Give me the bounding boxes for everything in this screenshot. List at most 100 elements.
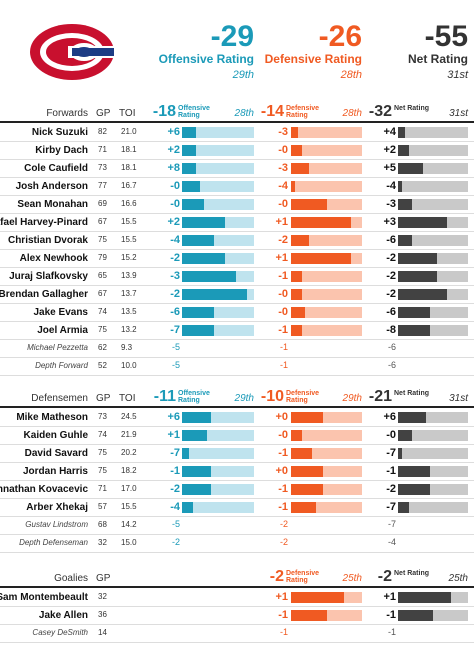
rating: -0 bbox=[278, 288, 288, 300]
bar-track bbox=[398, 199, 468, 210]
bar-track bbox=[291, 127, 362, 138]
player-name: Johnathan Kovacevic bbox=[0, 484, 88, 495]
player-name: Jake Allen bbox=[38, 610, 88, 621]
bar-fill bbox=[291, 466, 323, 477]
section-rating-label: Offensive Rating bbox=[178, 105, 210, 119]
gp: 67 bbox=[98, 217, 107, 226]
rating: -7 bbox=[170, 324, 180, 336]
rating: -4 bbox=[170, 234, 180, 246]
bar-fill bbox=[182, 145, 197, 156]
rating: -3 bbox=[386, 198, 396, 210]
gp: 74 bbox=[98, 307, 107, 316]
toi: 13.5 bbox=[121, 307, 137, 316]
bar-fill bbox=[182, 289, 247, 300]
row-rule bbox=[0, 338, 474, 340]
gp: 77 bbox=[98, 181, 107, 190]
player-name: David Savard bbox=[24, 448, 88, 459]
bar-track bbox=[182, 163, 254, 174]
player-name: Gustav Lindstrom bbox=[25, 520, 88, 529]
bar-track bbox=[291, 466, 362, 477]
gp-header: GP bbox=[96, 108, 111, 119]
bar-fill bbox=[291, 289, 302, 300]
row-rule bbox=[0, 230, 474, 232]
row-rule bbox=[0, 320, 474, 322]
bar-fill bbox=[291, 199, 327, 210]
rating: -1 bbox=[170, 465, 180, 477]
section-rule bbox=[0, 121, 474, 123]
bar-track bbox=[182, 325, 254, 336]
section-rating-label: Defensive Rating bbox=[286, 570, 320, 584]
toi: 17.0 bbox=[121, 484, 137, 493]
row-rule bbox=[0, 497, 474, 499]
gp: 75 bbox=[98, 235, 107, 244]
bar-track bbox=[182, 502, 254, 513]
player-name: Brendan Gallagher bbox=[0, 289, 88, 300]
bar-fill bbox=[398, 163, 423, 174]
toi: 10.0 bbox=[121, 361, 137, 370]
player-name: Mike Matheson bbox=[16, 412, 88, 423]
rating: -5 bbox=[171, 360, 180, 370]
rating: -0 bbox=[278, 144, 288, 156]
bar-fill bbox=[182, 448, 190, 459]
bar-track bbox=[398, 145, 468, 156]
bar-fill bbox=[398, 289, 447, 300]
rating: -6 bbox=[387, 342, 396, 352]
bar-fill bbox=[182, 412, 211, 423]
rating: -2 bbox=[386, 483, 396, 495]
bar-fill bbox=[182, 271, 236, 282]
rating: -4 bbox=[170, 501, 180, 513]
bar-track bbox=[291, 430, 362, 441]
summary-value: -26 bbox=[318, 20, 362, 53]
toi: 14.2 bbox=[121, 520, 137, 529]
rating: -0 bbox=[278, 198, 288, 210]
player-name: Jake Evans bbox=[33, 307, 89, 318]
row-rule bbox=[0, 374, 474, 376]
bar-fill bbox=[182, 430, 208, 441]
bar-fill bbox=[291, 253, 352, 264]
rating: -7 bbox=[386, 447, 396, 459]
bar-track bbox=[182, 466, 254, 477]
player-name: Nick Suzuki bbox=[31, 127, 88, 138]
gp: 36 bbox=[98, 610, 107, 619]
bar-fill bbox=[291, 412, 323, 423]
toi: 16.6 bbox=[121, 199, 137, 208]
bar-fill bbox=[291, 502, 316, 513]
gp: 74 bbox=[98, 430, 107, 439]
bar-track bbox=[291, 502, 362, 513]
bar-fill bbox=[398, 448, 402, 459]
player-name: Arber Xhekaj bbox=[26, 502, 88, 513]
section-rating: -2 bbox=[269, 568, 284, 585]
gp: 57 bbox=[98, 502, 107, 511]
section-rating-label: Net Rating bbox=[394, 390, 429, 397]
bar-fill bbox=[182, 163, 197, 174]
player-name: Joel Armia bbox=[37, 325, 88, 336]
row-rule bbox=[0, 266, 474, 268]
section-rank: 31st bbox=[449, 393, 468, 404]
rating: -0 bbox=[278, 429, 288, 441]
bar-fill bbox=[398, 502, 409, 513]
section-rating-label: Offensive Rating bbox=[178, 390, 210, 404]
rating: -2 bbox=[279, 537, 288, 547]
bar-track bbox=[291, 199, 362, 210]
bar-fill bbox=[291, 307, 306, 318]
bar-track bbox=[398, 484, 468, 495]
bar-track bbox=[182, 307, 254, 318]
summary-rank: 29th bbox=[232, 69, 254, 81]
toi: 9.3 bbox=[121, 343, 133, 352]
summary-rank: 31st bbox=[447, 69, 468, 81]
bar-track bbox=[182, 199, 254, 210]
gp: 75 bbox=[98, 448, 107, 457]
bar-track bbox=[182, 430, 254, 441]
section-rating-label: Defensive Rating bbox=[286, 390, 320, 404]
bar-fill bbox=[291, 610, 327, 621]
bar-fill bbox=[291, 217, 352, 228]
toi: 21.9 bbox=[121, 430, 137, 439]
player-name: Rafael Harvey-Pinard bbox=[0, 217, 88, 228]
bar-fill bbox=[291, 448, 313, 459]
section-rank: 25th bbox=[342, 573, 362, 584]
bar-fill bbox=[398, 466, 430, 477]
rating: +1 bbox=[275, 252, 288, 264]
bar-fill bbox=[398, 217, 447, 228]
row-rule bbox=[0, 140, 474, 142]
gp-header: GP bbox=[96, 573, 111, 584]
